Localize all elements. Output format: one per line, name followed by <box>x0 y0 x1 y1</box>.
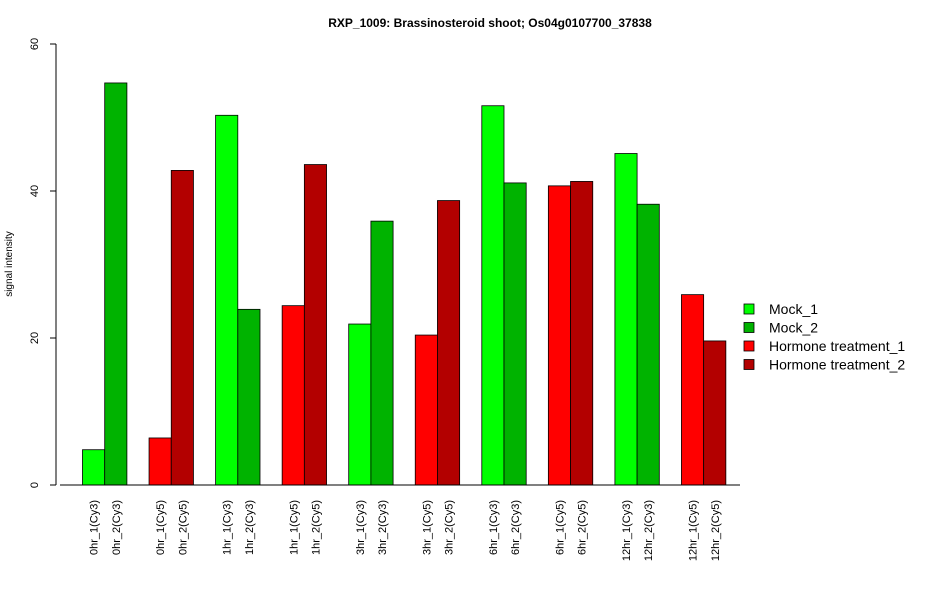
x-category-label: 1hr_1(Cy5) <box>288 500 300 555</box>
x-category-label: 12hr_2(Cy3) <box>643 500 655 561</box>
bar <box>281 305 305 486</box>
x-category-label: 12hr_1(Cy5) <box>688 500 700 561</box>
bar <box>82 449 106 486</box>
x-category-label: 1hr_1(Cy3) <box>222 500 234 555</box>
legend: Mock_1 Mock_2 Hormone treatment_1 Hormone t… <box>743 301 905 373</box>
legend-swatch <box>743 303 755 315</box>
x-category-label: 0hr_2(Cy3) <box>111 500 123 555</box>
legend-label: Mock_1 <box>769 301 818 317</box>
legend-swatch <box>743 359 755 370</box>
y-axis-label: signal intensity <box>4 231 15 297</box>
bar <box>681 294 705 486</box>
x-category-label: 1hr_2(Cy3) <box>244 500 256 555</box>
bar <box>170 170 194 486</box>
bar <box>437 200 461 486</box>
bar <box>570 181 594 486</box>
legend-label: Hormone treatment_1 <box>769 338 905 354</box>
bar <box>104 82 128 486</box>
x-category-label: 6hr_1(Cy5) <box>554 500 566 555</box>
x-category-label: 3hr_2(Cy5) <box>444 500 456 555</box>
bar <box>614 153 638 486</box>
y-tick-label: 0 <box>29 482 41 488</box>
x-category-label: 0hr_1(Cy3) <box>89 500 101 555</box>
legend-swatch <box>743 322 755 333</box>
chart-title: RXP_1009: Brassinosteroid shoot; Os04g01… <box>328 16 652 30</box>
bar <box>703 340 727 486</box>
bar <box>370 220 394 486</box>
bar <box>237 308 261 486</box>
x-category-label: 3hr_1(Cy5) <box>421 500 433 555</box>
bar <box>148 437 172 486</box>
legend-label: Mock_2 <box>769 320 818 336</box>
legend-swatch <box>743 340 755 352</box>
bar <box>215 114 239 486</box>
bar <box>636 203 660 486</box>
x-category-label: 6hr_1(Cy3) <box>488 500 500 555</box>
legend-label: Hormone treatment_2 <box>769 357 905 373</box>
bar <box>303 164 327 486</box>
y-tick-label: 60 <box>29 38 41 50</box>
x-category-label: 3hr_2(Cy3) <box>377 500 389 555</box>
y-tick-label: 20 <box>29 332 41 344</box>
bar <box>503 182 527 486</box>
y-tick-label: 40 <box>29 185 41 197</box>
bar <box>547 185 571 486</box>
x-category-label: 12hr_2(Cy5) <box>710 500 722 561</box>
x-category-label: 0hr_2(Cy5) <box>177 500 189 555</box>
x-category-label: 6hr_2(Cy3) <box>510 500 522 555</box>
x-axis: 0hr_1(Cy3) 0hr_2(Cy3) 0hr_1(Cy5) 0hr_2(Cy5)… <box>60 484 740 561</box>
bars-group <box>82 82 727 486</box>
bar <box>414 334 438 486</box>
x-category-label: 3hr_1(Cy3) <box>355 500 367 555</box>
x-category-label: 0hr_1(Cy5) <box>155 500 167 555</box>
x-category-label: 1hr_2(Cy5) <box>310 500 322 555</box>
x-category-label: 6hr_2(Cy5) <box>577 500 589 555</box>
bar <box>481 105 505 486</box>
bar <box>348 323 372 486</box>
x-category-label: 12hr_1(Cy3) <box>621 500 633 561</box>
y-axis: 0 20 40 60 <box>29 38 57 488</box>
